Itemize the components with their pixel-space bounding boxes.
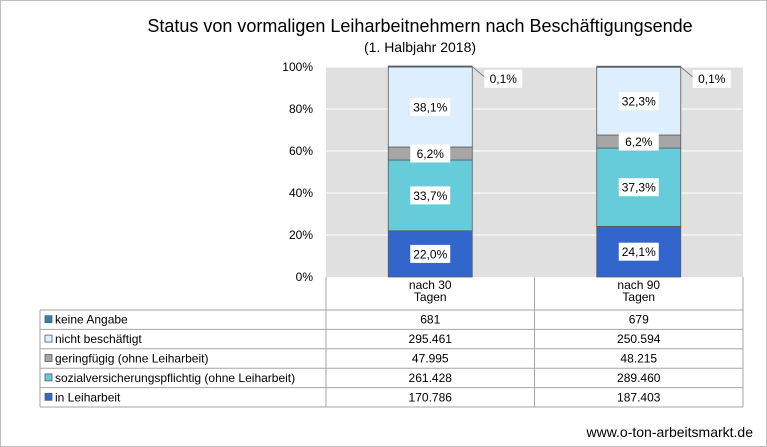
label-leader-line: [680, 66, 694, 78]
legend-swatch: [44, 392, 53, 401]
data-label: 37,3%: [622, 181, 656, 195]
data-label-box: [484, 69, 523, 88]
y-tick-label: 60%: [289, 144, 313, 158]
data-label-box: [618, 132, 659, 151]
data-label-box: [410, 244, 451, 263]
category-label: Tagen: [414, 290, 447, 304]
category-label: nach 90: [617, 278, 660, 292]
chart-subtitle: (1. Halbjahr 2018): [363, 39, 477, 55]
table-cell: 47.995: [412, 352, 449, 366]
table-cell: 679: [629, 313, 649, 327]
data-label: 24,1%: [622, 245, 656, 259]
table-cell: 289.460: [617, 371, 661, 385]
table-cell: 170.786: [409, 390, 453, 404]
y-tick-label: 100%: [282, 60, 313, 74]
data-label-box: [618, 178, 659, 197]
y-tick-label: 20%: [289, 228, 313, 242]
bar-segment: [387, 65, 473, 68]
legend-swatch: [44, 334, 53, 343]
source-footer: www.o-ton-arbeitsmarkt.de: [586, 424, 753, 440]
table-cell: 261.428: [409, 371, 453, 385]
y-tick-label: 40%: [289, 186, 313, 200]
data-label-box: [410, 186, 451, 205]
legend-label: sozialversicherungspflichtig (ohne Leiha…: [55, 371, 295, 385]
table-cell: 250.594: [617, 332, 661, 346]
legend-swatch: [44, 315, 53, 324]
legend-label: geringfügig (ohne Leiharbeit): [55, 352, 208, 366]
table-cell: 187.403: [617, 390, 661, 404]
data-label: 0,1%: [698, 72, 726, 86]
data-label: 38,1%: [413, 101, 447, 115]
data-label-box: [410, 98, 451, 117]
data-label-box: [618, 242, 659, 261]
data-label: 6,2%: [417, 147, 445, 161]
data-label: 22,0%: [413, 247, 447, 261]
table-cell: 681: [420, 313, 440, 327]
legend-label: nicht beschäftigt: [55, 332, 142, 346]
data-label-box: [692, 70, 731, 88]
data-label: 6,2%: [625, 135, 653, 149]
category-label: nach 30: [409, 278, 452, 292]
y-tick-label: 80%: [289, 102, 313, 116]
bar-segment: [596, 65, 682, 68]
legend-label: in Leiharbeit: [55, 390, 121, 404]
data-label: 0,1%: [490, 72, 518, 86]
table-cell: 48.215: [620, 352, 657, 366]
label-leader-line: [471, 66, 485, 78]
chart-title: Status von vormaligen Leiharbeitnehmern …: [147, 16, 693, 36]
data-label-box: [618, 92, 659, 111]
data-label: 32,3%: [622, 95, 656, 109]
data-label-box: [410, 144, 451, 163]
legend-label: keine Angabe: [55, 313, 128, 327]
y-tick-label: 0%: [296, 270, 314, 284]
legend-swatch: [44, 354, 53, 362]
legend-swatch: [44, 373, 53, 382]
category-label: Tagen: [622, 290, 655, 304]
data-label: 33,7%: [413, 189, 447, 203]
table-cell: 295.461: [409, 332, 453, 346]
